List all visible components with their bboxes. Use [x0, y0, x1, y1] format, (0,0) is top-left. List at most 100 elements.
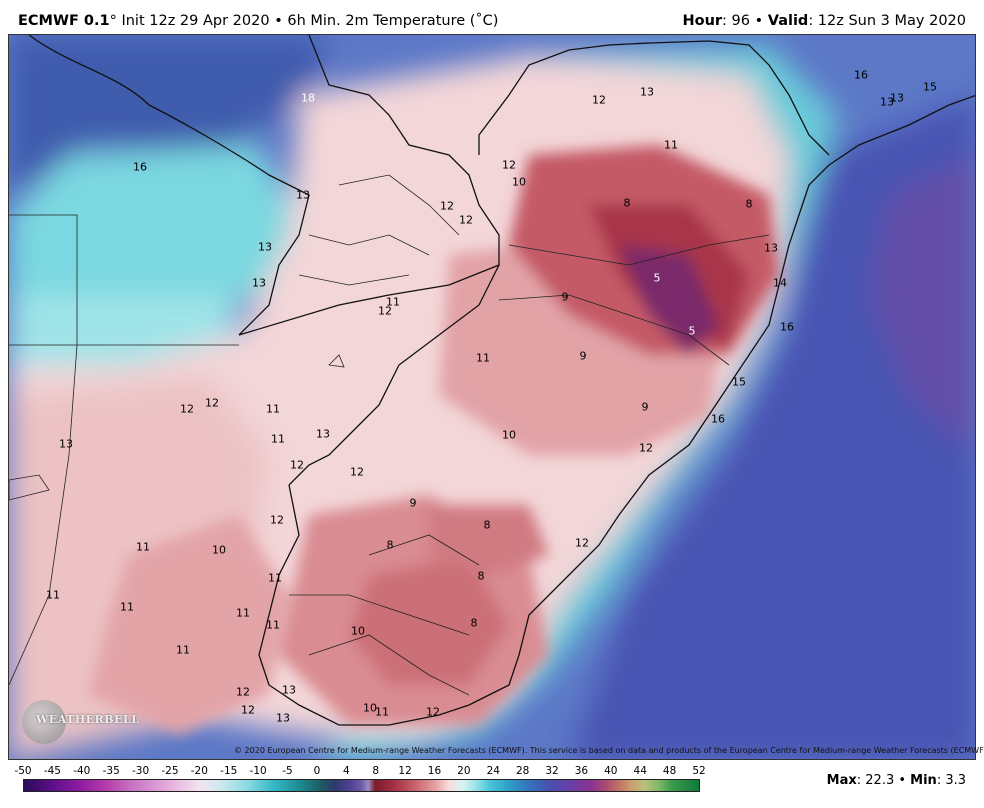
colorbar-tick-label: 0 — [313, 765, 321, 777]
contour-label: 8 — [470, 616, 478, 630]
contour-label: 10 — [512, 175, 526, 189]
contour-label: 13 — [282, 683, 296, 697]
colorbar-tick-label: -20 — [190, 765, 208, 777]
contour-label: 12 — [290, 458, 304, 472]
contour-label: 8 — [386, 538, 394, 552]
colorbar-tick-label: 40 — [604, 765, 618, 777]
contour-label: 8 — [477, 569, 485, 583]
coastline — [28, 35, 975, 726]
contour-label: 16 — [854, 68, 868, 82]
map-title: ECMWF 0.1° Init 12z 29 Apr 2020 • 6h Min… — [18, 13, 498, 29]
state-borders — [9, 174, 770, 696]
contour-label: 10 — [502, 428, 516, 442]
contour-label: 10 — [212, 543, 226, 557]
weatherbell-logo: WEATHERBELL — [22, 700, 139, 744]
header: ECMWF 0.1° Init 12z 29 Apr 2020 • 6h Min… — [0, 0, 984, 34]
contour-label: 10 — [351, 624, 365, 638]
colorbar-tick-label: 48 — [662, 765, 677, 777]
contour-label: 11 — [476, 351, 490, 365]
colorbar — [23, 779, 700, 792]
colorbar-tick-label: 8 — [372, 765, 380, 777]
contour-label: 13 — [296, 188, 310, 202]
contour-label: 16 — [711, 412, 725, 426]
colorbar-tick-label: 20 — [457, 765, 471, 777]
contour-label: 11 — [664, 138, 678, 152]
model-name: ECMWF 0.1 — [18, 13, 110, 29]
contour-label: 12 — [592, 93, 606, 107]
contour-label: 13 — [640, 85, 654, 99]
max-label: Max — [826, 773, 857, 788]
max-value: : 22.3 • — [856, 773, 911, 788]
init-text: Init 12z 29 Apr 2020 • 6h Min. 2m Temper… — [116, 13, 476, 29]
contour-label: 12 — [459, 213, 473, 227]
contour-label: 11 — [176, 643, 190, 657]
colorbar-tick-label: 44 — [633, 765, 647, 777]
contour-label: 13 — [59, 437, 73, 451]
contour-label: 11 — [266, 618, 280, 632]
contour-label: 15 — [732, 375, 746, 389]
colorbar-tick-label: -50 — [14, 765, 32, 777]
colorbar-tick-label: -5 — [282, 765, 293, 777]
colorbar-tick-label: -45 — [43, 765, 61, 777]
map-canvas — [9, 35, 975, 759]
logo-text: WEATHERBELL — [36, 713, 140, 726]
contour-label: 5 — [688, 324, 696, 338]
colorbar-tick-label: 32 — [545, 765, 559, 777]
contour-label: 5 — [653, 271, 661, 285]
colorbar-ticks: -50 -45 -40 -35 -30 -25 -20 -15 -10 -5 0 4 8 12 16 20 24… — [12, 765, 712, 779]
contour-label: 9 — [641, 400, 649, 414]
colorbar-tick-label: 4 — [342, 765, 350, 777]
contour-label: 13 — [252, 276, 266, 290]
contour-label: 11 — [236, 606, 250, 620]
colorbar-tick-label: 16 — [427, 765, 442, 777]
colorbar-tick-label: 24 — [486, 765, 500, 777]
contour-label: 16 — [780, 320, 794, 334]
contour-label: 12 — [205, 396, 219, 410]
logo-globe — [22, 700, 66, 744]
contour-label: 12 — [236, 685, 250, 699]
contour-label: 13 — [764, 241, 778, 255]
contour-label: 12 — [270, 513, 284, 527]
contour-label: 11 — [386, 295, 400, 309]
min-value: : 3.3 — [936, 773, 966, 788]
contour-label: 11 — [268, 571, 282, 585]
contour-label: 11 — [266, 402, 280, 416]
contour-label: 14 — [773, 276, 787, 290]
contour-label: 12 — [180, 402, 194, 416]
contour-label: 12 — [575, 536, 589, 550]
contour-label: 13 — [276, 711, 290, 725]
colorbar-tick-label: 28 — [515, 765, 530, 777]
contour-label: 13 — [880, 95, 894, 109]
valid-label: Valid — [767, 13, 809, 29]
contour-label: 12 — [639, 441, 653, 455]
contour-label: 16 — [133, 160, 147, 174]
colorbar-tick-label: -15 — [220, 765, 238, 777]
colorbar-tick-label: -25 — [161, 765, 179, 777]
contour-label: 11 — [271, 432, 285, 446]
contour-label: 12 — [241, 703, 255, 717]
contour-label: 12 — [378, 304, 392, 318]
contour-label: 13 — [890, 91, 904, 105]
contour-label: 11 — [375, 705, 389, 719]
contour-label: 15 — [923, 80, 937, 94]
temperature-map: 16 18 12 13 16 13 13 15 11 12 10 8 8 12 … — [8, 34, 976, 760]
contour-label: 12 — [502, 158, 516, 172]
colorbar-tick-label: -10 — [249, 765, 267, 777]
contour-label: 12 — [350, 465, 364, 479]
contour-label: 11 — [120, 600, 134, 614]
contour-label: 9 — [561, 290, 569, 304]
min-label: Min — [910, 773, 937, 788]
contour-label: 11 — [136, 540, 150, 554]
contour-label: 13 — [258, 240, 272, 254]
contour-label: 10 — [363, 701, 377, 715]
contour-label: 8 — [623, 196, 631, 210]
valid-value: : 12z Sun 3 May 2020 — [808, 13, 966, 29]
contour-label: 9 — [579, 349, 587, 363]
colorbar-tick-label: 12 — [398, 765, 412, 777]
contour-label: 11 — [46, 588, 60, 602]
contour-label: 18 — [301, 91, 315, 105]
colorbar-tick-label: -35 — [102, 765, 120, 777]
contour-label: 13 — [316, 427, 330, 441]
unit-text: ˚C) — [475, 13, 499, 29]
colorbar-tick-label: -40 — [73, 765, 91, 777]
